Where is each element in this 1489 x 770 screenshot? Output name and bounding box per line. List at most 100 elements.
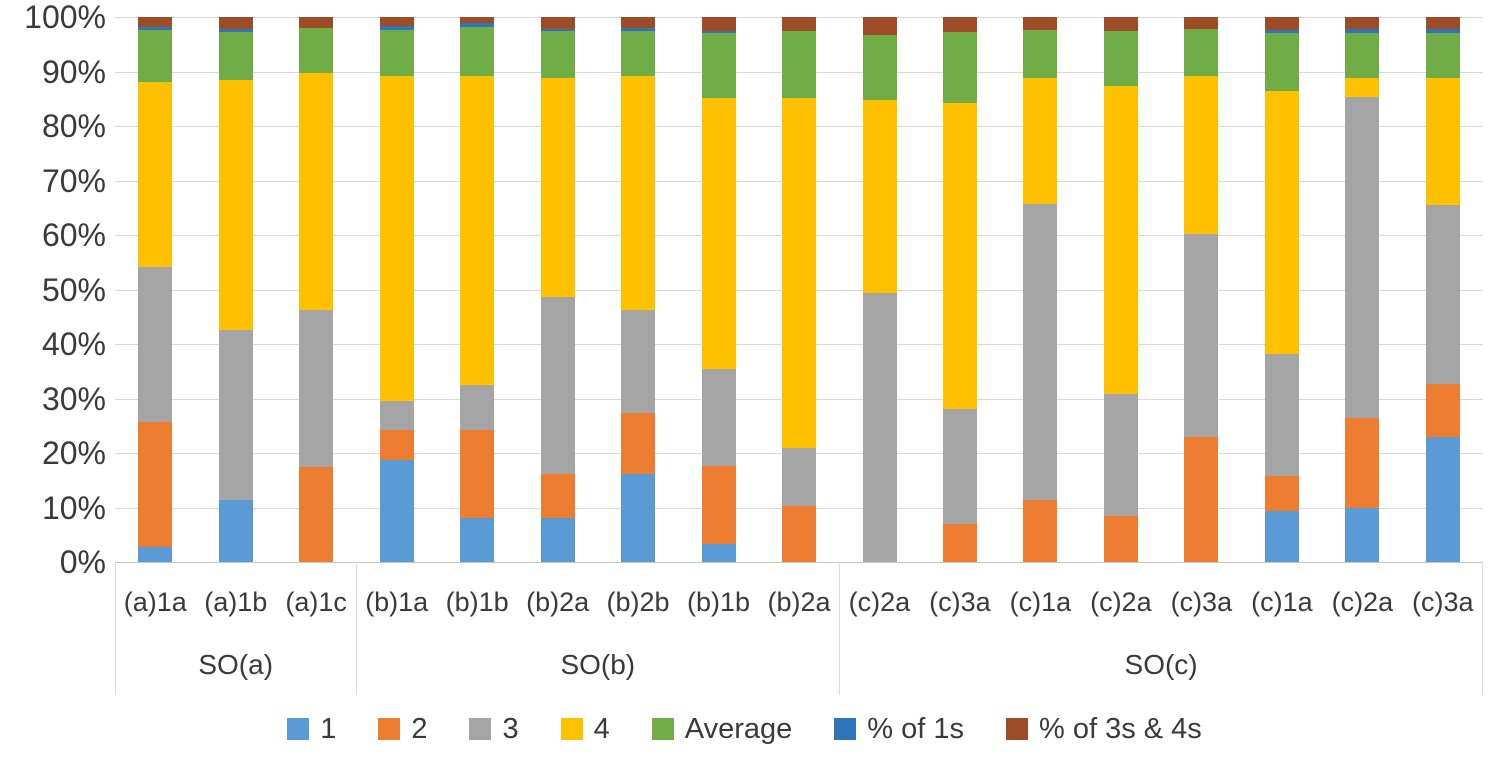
bar-segment-2	[299, 467, 334, 562]
y-tick-label-70: 70%	[41, 162, 106, 199]
bar-segment-3	[1425, 205, 1460, 384]
plot-area	[115, 17, 1483, 563]
bar-segment-Average	[862, 34, 897, 101]
axis-group-separator	[1482, 562, 1483, 695]
bar-segment-4	[1023, 78, 1058, 204]
y-tick-label-40: 40%	[41, 326, 106, 362]
bar-segment-% of 1s	[460, 23, 495, 27]
bar-(a)1b-1	[218, 17, 253, 562]
bar-segment-Average	[782, 31, 816, 98]
bar-segment-% of 3s & 4s	[862, 17, 897, 35]
x-category-label: (b)1a	[365, 587, 429, 617]
y-tick-label-80: 80%	[41, 108, 106, 144]
y-tick-label-100: 100%	[24, 0, 106, 35]
bar-segment-4	[540, 78, 575, 298]
bar-segment-3	[1184, 233, 1219, 438]
bar-segment-3	[862, 293, 897, 562]
bar-(c)1a-11	[1023, 17, 1058, 562]
bar-segment-3	[540, 297, 575, 475]
bar-(b)1a-3	[379, 17, 414, 562]
bar-segment-Average	[299, 27, 334, 73]
bar-segment-4	[1425, 77, 1460, 206]
bar-segment-% of 3s & 4s	[138, 17, 173, 27]
bar-segment-2	[460, 430, 495, 519]
bar-segment-2	[1264, 475, 1299, 511]
bar-(c)2a-15	[1345, 17, 1380, 562]
bar-segment-Average	[1103, 30, 1138, 87]
bar-segment-4	[1184, 75, 1219, 234]
bar-segment-Average	[138, 30, 173, 82]
bar-segment-1	[218, 499, 253, 562]
y-tick-label-30: 30%	[41, 380, 106, 417]
bar-segment-1	[540, 518, 575, 562]
bar-segment-3	[460, 384, 495, 431]
bar-segment-% of 3s & 4s	[1103, 17, 1138, 31]
bar-segment-4	[621, 76, 656, 310]
bar-segment-4	[701, 98, 736, 369]
x-category-label: (c)3a	[929, 587, 991, 617]
bar-segment-2	[379, 430, 414, 460]
bar-segment-% of 3s & 4s	[218, 17, 253, 29]
bar-segment-4	[218, 80, 253, 331]
x-category-label: (c)1a	[1251, 587, 1313, 617]
bar-(a)1c-2	[299, 17, 334, 562]
legend-label: % of 1s	[867, 713, 964, 745]
bar-segment-Average	[379, 30, 414, 76]
bar-segment-Average	[540, 31, 575, 79]
bar-segment-3	[1264, 353, 1299, 476]
bar-segment-3	[299, 310, 334, 468]
legend-label: 3	[502, 713, 519, 745]
bar-segment-4	[1103, 86, 1138, 395]
legend-label: Average	[684, 713, 793, 745]
bar-segment-1	[621, 474, 656, 562]
x-category-label: (c)1a	[1009, 587, 1072, 617]
bar-segment-4	[379, 75, 414, 402]
bar-segment-3	[701, 368, 736, 467]
y-tick-label-10: 10%	[41, 489, 106, 526]
bar-(b)1b-7	[701, 17, 736, 562]
y-tick-label-20: 20%	[41, 435, 106, 471]
legend-item-Average: Average	[651, 712, 793, 746]
legend-item-4: 4	[560, 712, 610, 746]
x-category-label: (b)1b	[687, 587, 751, 617]
legend-swatch	[560, 718, 583, 740]
legend-item-% of 1s: % of 1s	[834, 712, 964, 746]
bar-segment-% of 3s & 4s	[942, 17, 977, 33]
bar-segment-% of 3s & 4s	[460, 17, 495, 24]
bar-(c)2a-12	[1103, 17, 1138, 562]
axis-group-separator	[839, 562, 841, 695]
bar-segment-% of 3s & 4s	[782, 17, 816, 32]
bar-segment-Average	[1264, 33, 1299, 91]
bar-segment-Average	[460, 26, 495, 76]
bar-segment-2	[1184, 437, 1219, 562]
legend-swatch	[651, 718, 674, 740]
bar-(c)1a-14	[1264, 17, 1299, 562]
bar-segment-3	[379, 401, 414, 431]
bar-segment-1	[138, 546, 173, 562]
bar-segment-4	[1264, 90, 1299, 354]
bar-segment-1	[701, 543, 736, 562]
y-tick-label-50: 50%	[41, 271, 106, 308]
legend-swatch	[378, 718, 401, 740]
bar-segment-4	[299, 72, 334, 311]
bar-segment-2	[701, 466, 736, 544]
bar-segment-% of 3s & 4s	[299, 17, 334, 28]
bar-segment-% of 1s	[1264, 29, 1299, 34]
bar-segment-3	[942, 408, 977, 525]
bar-segment-4	[1345, 77, 1380, 98]
bar-segment-% of 1s	[1425, 29, 1460, 34]
bar-segment-2	[782, 505, 816, 562]
bar-segment-2	[1345, 418, 1380, 508]
y-tick-label-0: 0%	[59, 544, 106, 580]
bar-segment-2	[1023, 500, 1058, 562]
bar-segment-2	[1425, 383, 1460, 438]
legend-swatch	[834, 718, 857, 740]
bar-segment-% of 1s	[379, 25, 414, 31]
bar-segment-% of 1s	[138, 26, 173, 31]
x-category-label: (b)2a	[526, 587, 590, 617]
y-tick-label-60: 60%	[41, 217, 106, 253]
bar-segment-Average	[621, 31, 656, 77]
bar-segment-4	[942, 103, 977, 409]
legend-swatch	[1005, 718, 1028, 740]
bar-segment-Average	[1345, 33, 1380, 78]
